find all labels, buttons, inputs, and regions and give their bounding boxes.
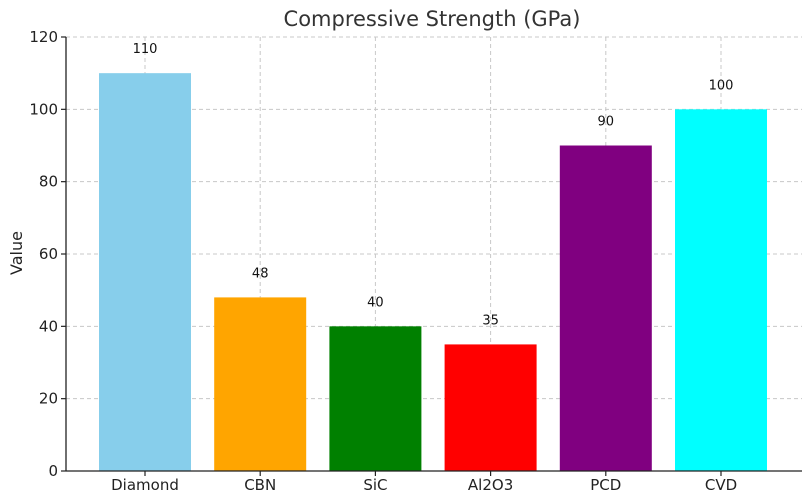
y-tick-label: 120 [29, 28, 58, 46]
x-ticks: Diamond CBN SiC Al2O3 PCD CVD [111, 471, 737, 494]
y-tick-label: 100 [29, 100, 58, 118]
x-tick-label: CBN [244, 476, 276, 494]
x-tick-label: Al2O3 [468, 476, 513, 494]
y-tick-label: 40 [39, 317, 58, 335]
x-tick-label: SiC [363, 476, 387, 494]
bar-cbn [214, 297, 307, 471]
data-label: 35 [482, 313, 499, 328]
y-axis-label: Value [7, 231, 26, 275]
bar-sic [329, 326, 422, 471]
y-tick-label: 60 [39, 245, 58, 263]
bar-cvd [675, 109, 767, 471]
y-ticks: 0 20 40 60 80 100 120 [29, 28, 66, 480]
bar-pcd [559, 145, 652, 471]
data-label: 110 [133, 42, 158, 57]
bar-diamond [99, 73, 191, 472]
x-tick-label: PCD [590, 476, 621, 494]
data-label: 48 [252, 266, 269, 281]
y-tick-label: 80 [39, 173, 58, 191]
bar-al2o3 [444, 344, 537, 471]
data-labels: 110 48 40 35 90 100 [133, 42, 734, 328]
x-tick-label: CVD [705, 476, 737, 494]
y-tick-label: 0 [48, 462, 58, 480]
data-label: 90 [598, 115, 615, 130]
chart-title: Compressive Strength (GPa) [284, 7, 581, 31]
y-tick-label: 20 [39, 390, 58, 408]
bars [99, 73, 767, 472]
data-label: 100 [709, 78, 734, 93]
x-tick-label: Diamond [111, 476, 179, 494]
data-label: 40 [367, 295, 384, 310]
